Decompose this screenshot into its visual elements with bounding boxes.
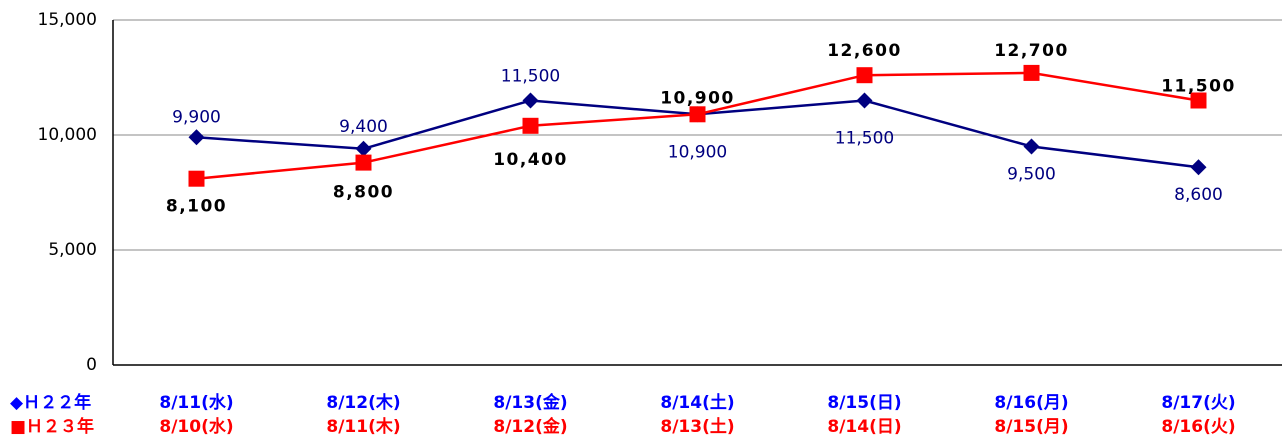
- data-label: 8,600: [1174, 185, 1223, 205]
- y-tick-label: 0: [86, 355, 97, 375]
- marker: [355, 140, 372, 157]
- x-tick-label: 8/12(金): [493, 416, 567, 437]
- x-tick-label: 8/16(月): [994, 393, 1068, 413]
- data-label: 8,800: [333, 183, 394, 203]
- marker: [689, 106, 706, 123]
- legend-label: ◆Ｈ２２年: [10, 392, 91, 413]
- data-label: 8,100: [166, 197, 227, 217]
- x-tick-label: 8/13(土): [660, 416, 734, 437]
- data-label: 11,500: [501, 67, 560, 87]
- x-tick-label: 8/12(木): [326, 392, 400, 413]
- marker: [522, 92, 539, 109]
- legend-label: ■Ｈ２３年: [10, 416, 94, 437]
- x-tick-label: 8/14(土): [660, 392, 734, 413]
- x-tick-label: 8/15(日): [827, 393, 901, 413]
- x-tick-label: 8/15(月): [994, 417, 1068, 437]
- marker: [1190, 92, 1207, 109]
- marker: [1023, 64, 1040, 81]
- data-label: 11,500: [835, 129, 894, 149]
- y-tick-label: 10,000: [38, 125, 97, 145]
- x-tick-label: 8/11(木): [326, 416, 400, 437]
- marker: [1190, 159, 1207, 176]
- marker: [1023, 138, 1040, 155]
- data-label: 12,700: [994, 41, 1069, 61]
- marker: [522, 117, 539, 134]
- x-tick-label: 8/13(金): [493, 392, 567, 413]
- x-tick-label: 8/17(火): [1161, 393, 1235, 413]
- data-label: 10,900: [660, 88, 735, 108]
- data-label: 10,400: [493, 150, 568, 170]
- data-label: 10,900: [668, 142, 727, 162]
- marker: [856, 67, 873, 84]
- y-tick-label: 15,000: [38, 10, 97, 30]
- marker: [188, 129, 205, 146]
- data-label: 9,500: [1007, 165, 1056, 185]
- marker: [856, 92, 873, 109]
- data-label: 9,900: [172, 107, 221, 127]
- data-label: 9,400: [339, 117, 388, 137]
- x-tick-label: 8/11(水): [159, 392, 233, 413]
- x-tick-label: 8/10(水): [159, 416, 233, 437]
- x-tick-label: 8/16(火): [1161, 417, 1235, 437]
- marker: [355, 154, 372, 171]
- data-label: 11,500: [1161, 77, 1236, 97]
- data-label: 12,600: [827, 41, 902, 61]
- marker: [188, 170, 205, 187]
- x-tick-label: 8/14(日): [827, 417, 901, 437]
- y-tick-label: 5,000: [48, 240, 97, 260]
